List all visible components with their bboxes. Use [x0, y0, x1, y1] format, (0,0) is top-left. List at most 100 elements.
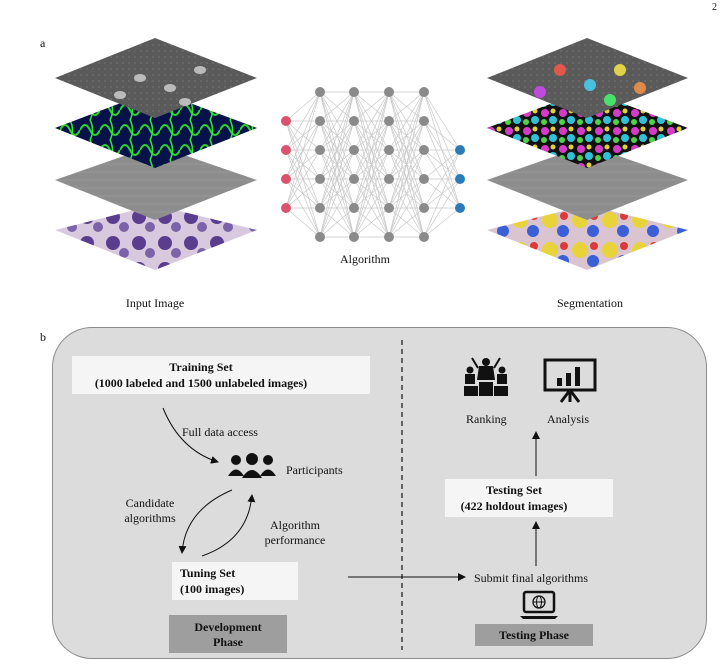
participants-label: Participants [286, 463, 343, 477]
development-line-2: Phase [213, 635, 243, 649]
testing-set-subtitle: (422 holdout images) [460, 499, 568, 513]
network-edge [319, 91, 355, 209]
input-node [281, 116, 291, 126]
network-edge [423, 178, 461, 238]
output-layer-dic [487, 38, 688, 118]
podium-icon [464, 357, 508, 396]
network-edge [423, 91, 461, 151]
network-edge [353, 91, 390, 238]
input-layer-fluorescence [55, 90, 257, 168]
network-edge [319, 91, 355, 180]
network-edge [353, 91, 390, 122]
analysis-label: Analysis [547, 412, 589, 426]
hidden-node [384, 174, 394, 184]
tuning-set-box: Tuning Set (100 images) [172, 562, 298, 600]
arrow-performance [201, 494, 256, 557]
network-edge [388, 207, 425, 238]
hidden-node [419, 116, 429, 126]
hidden-node [349, 145, 359, 155]
page-number: 2 [712, 2, 717, 13]
performance-line-2: performance [264, 533, 326, 547]
output-node [455, 145, 465, 155]
panel-b-label: b [40, 330, 46, 344]
network-edge [353, 91, 390, 180]
hidden-node [384, 232, 394, 242]
hidden-node [384, 87, 394, 97]
network-edge [423, 120, 461, 151]
network-edge [388, 91, 425, 122]
laptop-globe-icon [520, 590, 558, 619]
hidden-node [384, 203, 394, 213]
testing-set-title: Testing Set [486, 483, 542, 497]
input-layer-histology [55, 205, 257, 270]
network-edge [388, 178, 425, 238]
network-edge [285, 149, 321, 209]
network-edge [423, 149, 461, 180]
hidden-node [349, 232, 359, 242]
network-edge [388, 91, 425, 209]
network-edge [353, 91, 390, 151]
input-node [281, 145, 291, 155]
network-edge [285, 91, 321, 122]
hidden-node [384, 116, 394, 126]
output-layer-fluorescence [487, 90, 688, 168]
network-edge [388, 91, 425, 151]
hidden-node [315, 203, 325, 213]
arrow-data-access [162, 407, 219, 464]
network-edge [388, 149, 425, 238]
performance-line-1: Algorithm [270, 518, 320, 532]
ranking-label: Ranking [466, 412, 507, 426]
training-set-subtitle: (1000 labeled and 1500 unlabeled images) [94, 376, 308, 390]
algorithm-caption: Algorithm [340, 252, 390, 266]
network-edge [285, 91, 321, 151]
testing-phase-box: Testing Phase [475, 624, 593, 646]
network-edge [388, 91, 425, 238]
network-edge [285, 207, 321, 238]
candidate-line-2: algorithms [124, 511, 176, 525]
network-edge [319, 178, 355, 238]
participants-icon [228, 453, 276, 478]
network-edge [353, 178, 390, 238]
network-edge [423, 207, 461, 238]
hidden-node [349, 174, 359, 184]
hidden-node [384, 145, 394, 155]
hidden-node [315, 87, 325, 97]
full-data-access-label: Full data access [182, 425, 258, 439]
submit-final-label: Submit final algorithms [474, 571, 588, 585]
hidden-node [419, 203, 429, 213]
presentation-chart-icon [543, 358, 597, 403]
network-edge [353, 120, 390, 238]
development-phase-box: Development Phase [169, 615, 287, 653]
input-layer-dic [55, 38, 257, 118]
output-layer-phase [487, 145, 688, 220]
training-set-title: Training Set [169, 360, 233, 374]
network-edge [285, 91, 321, 209]
network-edge [353, 91, 390, 209]
input-layer-phase [55, 145, 257, 220]
hidden-node [419, 87, 429, 97]
output-layer-histology [487, 205, 688, 270]
input-image-caption: Input Image [125, 296, 185, 310]
hidden-node [315, 232, 325, 242]
network-edges [285, 91, 461, 238]
training-set-box: Training Set (1000 labeled and 1500 unla… [72, 356, 370, 394]
hidden-node [349, 203, 359, 213]
panel-a-label: a [40, 36, 46, 50]
candidate-line-1: Candidate [125, 496, 175, 510]
network-edge [285, 120, 321, 209]
network-edge [388, 120, 425, 238]
output-node [455, 174, 465, 184]
network-edge [319, 149, 355, 238]
panel-a-graphic [55, 38, 688, 270]
network-edge [423, 149, 461, 209]
network-edge [285, 178, 321, 209]
network-edge [285, 91, 321, 180]
network-nodes [281, 87, 465, 242]
hidden-node [419, 145, 429, 155]
input-node [281, 203, 291, 213]
network-edge [319, 207, 355, 238]
hidden-node [419, 174, 429, 184]
tuning-set-subtitle: (100 images) [180, 582, 245, 596]
hidden-node [315, 116, 325, 126]
hidden-node [315, 174, 325, 184]
